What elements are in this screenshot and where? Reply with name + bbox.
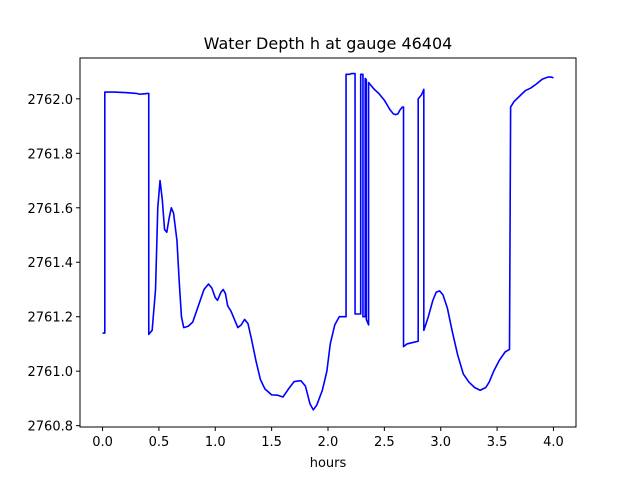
x-tick-label: 2.5 (374, 435, 395, 450)
plot-frame (79, 57, 577, 428)
y-tick-label: 2760.8 (28, 420, 74, 435)
x-tick-label: 0.5 (149, 435, 170, 450)
y-tick-label: 2761.6 (28, 202, 74, 217)
x-axis: 0.0 0.5 1.0 1.5 2.0 2.5 3.0 3.5 4.0 (92, 427, 564, 450)
x-axis-label: hours (310, 456, 347, 471)
y-tick-label: 2761.0 (28, 365, 74, 380)
x-tick-label: 0.0 (92, 435, 113, 450)
x-tick-label: 4.0 (543, 435, 564, 450)
y-tick-label: 2761.8 (28, 147, 74, 162)
x-tick-label: 3.0 (430, 435, 451, 450)
y-tick-label: 2761.2 (28, 311, 74, 326)
y-tick-label: 2762.0 (28, 93, 74, 108)
y-axis: 2760.8 2761.0 2761.2 2761.4 2761.6 2761.8 2762… (28, 93, 80, 435)
x-tick-label: 1.5 (261, 435, 282, 450)
series-line (102, 72, 554, 411)
x-tick-label: 3.5 (487, 435, 508, 450)
y-tick-label: 2761.4 (28, 256, 74, 271)
x-tick-label: 1.0 (205, 435, 226, 450)
chart-title: Water Depth h at gauge 46404 (204, 34, 453, 53)
x-tick-label: 2.0 (318, 435, 339, 450)
